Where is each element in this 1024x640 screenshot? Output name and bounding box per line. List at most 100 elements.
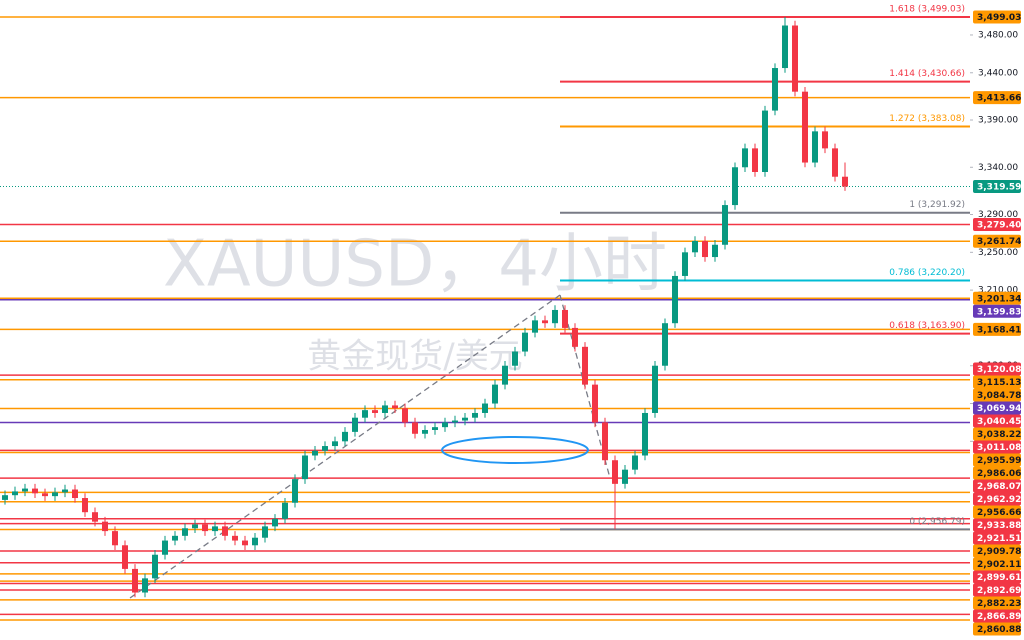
price-tag-label: 3,040.45 bbox=[977, 417, 1021, 427]
price-tag-label: 2,902.11 bbox=[977, 560, 1021, 570]
fib-label: 0 (2,956.79) bbox=[909, 517, 965, 527]
candle-body bbox=[202, 524, 208, 532]
price-tag-label: 2,956.66 bbox=[977, 508, 1021, 518]
price-tag bbox=[973, 492, 1021, 506]
candle-body bbox=[62, 489, 68, 493]
price-tag-label: 2,860.88 bbox=[977, 625, 1021, 635]
price-tag-label: 3,038.22 bbox=[977, 430, 1021, 440]
candle-body bbox=[382, 405, 388, 413]
price-tag bbox=[973, 10, 1021, 24]
candle-body bbox=[72, 489, 78, 499]
price-tag-label: 2,866.89 bbox=[977, 612, 1021, 622]
candle-body bbox=[742, 148, 748, 168]
candle-body bbox=[302, 455, 308, 480]
price-tag-label: 2,921.51 bbox=[977, 534, 1021, 544]
fib-label: 1.618 (3,499.03) bbox=[889, 4, 965, 14]
candle-body bbox=[762, 110, 768, 172]
candle-body bbox=[662, 323, 668, 366]
price-tag bbox=[973, 91, 1021, 105]
price-tag bbox=[973, 180, 1021, 194]
candle-body bbox=[162, 540, 168, 555]
fib-label: 1 (3,291.92) bbox=[909, 200, 965, 210]
price-tag bbox=[973, 362, 1021, 376]
candle-body bbox=[532, 320, 538, 333]
candle-body bbox=[342, 431, 348, 442]
candle-body bbox=[572, 327, 578, 347]
candles bbox=[2, 16, 848, 598]
candle-body bbox=[332, 441, 338, 447]
price-tag-label: 3,069.94 bbox=[977, 404, 1021, 414]
candle-body bbox=[82, 498, 88, 513]
price-tag-label: 3,499.03 bbox=[977, 13, 1021, 23]
candle-body bbox=[112, 531, 118, 546]
candle-body bbox=[812, 131, 818, 163]
candle-body bbox=[752, 148, 758, 172]
y-tick-label: 3,290.00 bbox=[978, 210, 1018, 220]
candle-body bbox=[272, 518, 278, 527]
price-tag bbox=[973, 544, 1021, 558]
price-tag-label: 3,199.83 bbox=[977, 307, 1021, 317]
price-tag-label: 2,995.99 bbox=[977, 456, 1021, 466]
price-tag-label: 2,899.61 bbox=[977, 573, 1021, 583]
candle-body bbox=[232, 535, 238, 541]
candle-body bbox=[42, 493, 48, 497]
candle-body bbox=[282, 502, 288, 519]
candle-body bbox=[222, 526, 228, 536]
price-tag bbox=[973, 479, 1021, 493]
candle-body bbox=[442, 422, 448, 428]
watermark-symbol: XAUUSD，4小时 bbox=[163, 228, 667, 302]
candle-body bbox=[352, 417, 358, 432]
price-tag-label: 3,261.74 bbox=[977, 237, 1021, 247]
candle-body bbox=[2, 495, 8, 500]
candle-body bbox=[672, 275, 678, 324]
fib-label: 1.272 (3,383.08) bbox=[889, 114, 965, 124]
candle-body bbox=[552, 309, 558, 324]
y-tick-label: 3,250.00 bbox=[978, 248, 1018, 258]
price-tag-label: 2,962.92 bbox=[977, 495, 1021, 505]
candle-body bbox=[832, 148, 838, 177]
y-tick-label: 3,440.00 bbox=[978, 68, 1018, 78]
candle-body bbox=[52, 492, 58, 497]
price-tag bbox=[973, 414, 1021, 428]
levels: 1.618 (3,499.03) 1.414 (3,430.66) 1.272 (3… bbox=[0, 4, 970, 621]
candle-body bbox=[482, 403, 488, 413]
candle-body bbox=[702, 240, 708, 258]
price-tag-label: 2,968.07 bbox=[977, 482, 1021, 492]
fib-label: 0.786 (3,220.20) bbox=[889, 268, 965, 278]
price-tag bbox=[973, 304, 1021, 318]
price-tag bbox=[973, 322, 1021, 336]
candle-body bbox=[252, 537, 258, 546]
candle-body bbox=[562, 309, 568, 328]
candle-body bbox=[502, 365, 508, 385]
candle-body bbox=[472, 412, 478, 418]
candle-body bbox=[142, 578, 148, 593]
candle-body bbox=[422, 429, 428, 434]
price-tag bbox=[973, 440, 1021, 454]
candle-body bbox=[722, 205, 728, 245]
candle-body bbox=[322, 446, 328, 451]
price-tag-label: 3,084.78 bbox=[977, 391, 1021, 401]
price-tag bbox=[973, 453, 1021, 467]
candle-body bbox=[192, 524, 198, 529]
candle-body bbox=[802, 91, 808, 163]
price-tag-label: 3,279.40 bbox=[977, 221, 1021, 231]
candle-body bbox=[842, 176, 848, 187]
fib-label: 1.414 (3,430.66) bbox=[889, 69, 965, 79]
candle-body bbox=[22, 488, 28, 492]
y-tick-label: 3,340.00 bbox=[978, 163, 1018, 173]
price-tag-label: 3,120.08 bbox=[977, 365, 1021, 375]
candle-body bbox=[412, 422, 418, 434]
candle-body bbox=[242, 540, 248, 546]
candle-body bbox=[152, 554, 158, 579]
candle-body bbox=[12, 491, 18, 496]
candle-body bbox=[602, 422, 608, 461]
candle-body bbox=[172, 535, 178, 541]
candle-body bbox=[362, 410, 368, 418]
y-tick-label: 3,210.00 bbox=[978, 286, 1018, 296]
price-tag-label: 3,011.08 bbox=[977, 443, 1021, 453]
price-tag bbox=[973, 375, 1021, 389]
candle-body bbox=[292, 479, 298, 503]
candle-body bbox=[522, 332, 528, 352]
y-tick-label: 3,390.00 bbox=[978, 116, 1018, 126]
price-tag bbox=[973, 583, 1021, 597]
